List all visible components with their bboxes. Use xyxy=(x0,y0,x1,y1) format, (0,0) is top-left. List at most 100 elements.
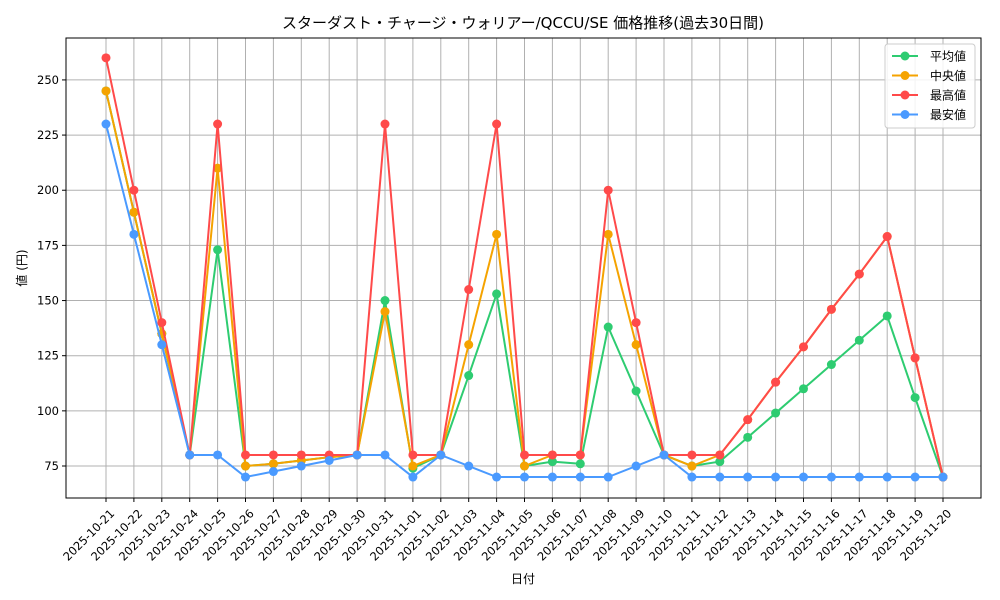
data-point xyxy=(547,450,557,460)
data-point xyxy=(129,207,139,217)
data-point xyxy=(799,342,808,352)
y-tick-label: 175 xyxy=(37,238,59,252)
data-point xyxy=(268,459,278,469)
legend-box xyxy=(884,43,976,129)
data-point xyxy=(910,393,920,403)
data-point xyxy=(408,472,418,482)
data-point xyxy=(213,119,223,129)
data-point xyxy=(241,461,250,471)
legend-swatch-marker xyxy=(900,71,910,80)
y-tick-label: 200 xyxy=(37,183,59,197)
legend-swatch-marker xyxy=(900,51,910,61)
data-point xyxy=(436,450,446,460)
data-point xyxy=(826,304,836,314)
data-point xyxy=(826,472,836,482)
data-point xyxy=(687,472,697,482)
data-point xyxy=(771,408,781,418)
y-axis: 75 100 125 150 175 200 225 250 xyxy=(37,73,66,473)
data-point xyxy=(408,461,418,471)
y-tick-label: 100 xyxy=(37,404,59,418)
data-point xyxy=(910,353,920,363)
data-point xyxy=(464,285,474,295)
legend-label: 最高値 xyxy=(930,88,966,103)
data-point xyxy=(743,472,753,482)
data-point xyxy=(854,335,864,345)
data-point xyxy=(492,472,502,482)
data-point xyxy=(603,229,613,239)
legend-swatch-marker xyxy=(900,110,910,119)
data-point xyxy=(520,450,529,460)
grid xyxy=(66,38,981,498)
data-point xyxy=(603,322,613,332)
data-point xyxy=(464,461,474,471)
data-point xyxy=(882,232,892,242)
data-point xyxy=(408,450,418,460)
data-point xyxy=(799,472,808,482)
data-point xyxy=(520,472,529,482)
data-point xyxy=(380,296,390,306)
y-tick-label: 75 xyxy=(44,459,59,473)
data-point xyxy=(492,229,502,239)
data-point xyxy=(631,318,641,328)
data-point xyxy=(296,461,306,471)
data-point xyxy=(492,119,502,129)
data-point xyxy=(268,450,278,460)
data-point xyxy=(687,450,697,460)
data-point xyxy=(352,450,362,460)
data-point xyxy=(101,119,111,129)
y-tick-label: 125 xyxy=(37,349,59,363)
data-point xyxy=(910,472,920,482)
data-point xyxy=(380,119,390,129)
data-point xyxy=(241,450,250,460)
data-point xyxy=(547,457,557,467)
data-point xyxy=(213,163,223,173)
data-point xyxy=(575,472,585,482)
y-axis-label: 値 (円) xyxy=(14,249,29,286)
data-point xyxy=(213,245,223,255)
y-tick-label: 250 xyxy=(37,73,59,87)
data-point xyxy=(631,461,641,471)
data-point xyxy=(380,307,390,317)
data-point xyxy=(575,450,585,460)
data-point xyxy=(464,371,474,381)
data-point xyxy=(380,450,390,460)
legend-label: 平均値 xyxy=(930,49,966,64)
y-tick-label: 150 xyxy=(37,294,59,308)
data-point xyxy=(799,384,808,394)
series-最安値 xyxy=(101,119,948,482)
data-point xyxy=(715,450,725,460)
data-point xyxy=(743,415,753,425)
legend-label: 中央値 xyxy=(930,68,966,83)
data-point xyxy=(464,340,474,350)
data-point xyxy=(157,340,167,350)
data-point xyxy=(854,269,864,279)
data-point xyxy=(213,450,223,460)
y-tick-label: 225 xyxy=(37,128,59,142)
data-point xyxy=(631,340,641,350)
legend-swatch-marker xyxy=(900,90,910,100)
data-point xyxy=(938,472,948,482)
data-point xyxy=(715,457,725,467)
legend-label: 最安値 xyxy=(930,107,966,122)
data-point xyxy=(603,472,613,482)
data-point xyxy=(882,311,892,321)
data-point xyxy=(157,318,167,328)
data-point xyxy=(101,86,111,96)
data-point xyxy=(715,472,725,482)
data-point xyxy=(547,472,557,482)
data-point xyxy=(129,229,139,239)
data-point xyxy=(743,432,753,442)
data-point xyxy=(296,450,306,460)
series-layer xyxy=(101,53,948,482)
data-point xyxy=(826,360,836,370)
data-point xyxy=(520,461,529,471)
data-point xyxy=(101,53,111,63)
data-point xyxy=(631,386,641,396)
data-point xyxy=(687,461,697,471)
data-point xyxy=(129,185,139,195)
plot-frame xyxy=(65,37,982,499)
data-point xyxy=(882,472,892,482)
data-point xyxy=(241,472,250,482)
data-point xyxy=(659,450,669,460)
